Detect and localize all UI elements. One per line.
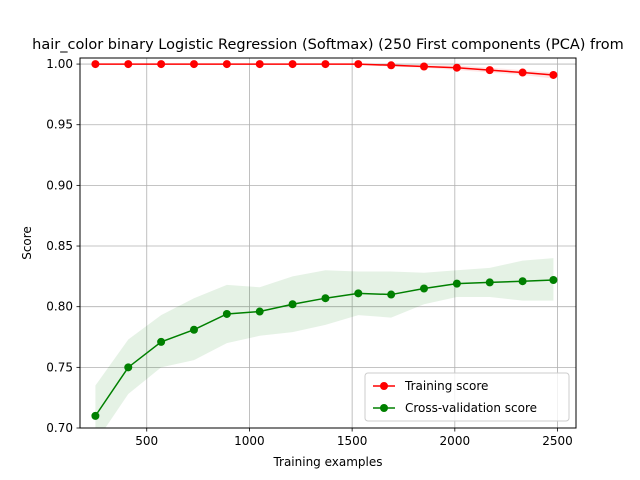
- data-point: [354, 60, 363, 69]
- data-point: [518, 277, 527, 286]
- data-point: [157, 60, 166, 69]
- x-tick-label: 1500: [337, 434, 368, 448]
- data-point: [91, 60, 100, 69]
- legend: Training score Cross-validation score: [364, 372, 570, 422]
- plot-frame: [79, 57, 577, 429]
- y-tick-label: 0.85: [46, 239, 73, 253]
- data-point: [255, 60, 264, 69]
- axis-ticks: 500 1000 1500 2000 2500 0.70 0.75 0.80 0.85 0.90 0…: [46, 57, 573, 448]
- data-point: [288, 300, 297, 309]
- y-tick-label: 0.75: [46, 360, 73, 374]
- data-point: [91, 411, 100, 420]
- data-point: [222, 60, 231, 69]
- data-point: [549, 70, 558, 79]
- data-point: [189, 60, 198, 69]
- data-point: [124, 363, 133, 372]
- legend-marker-1: [380, 404, 388, 412]
- chart-title: hair_color binary Logistic Regression (S…: [32, 37, 624, 53]
- y-tick-label: 0.80: [46, 300, 73, 314]
- data-point: [321, 294, 330, 303]
- data-point: [518, 68, 527, 77]
- data-point: [452, 63, 461, 72]
- x-tick-label: 500: [135, 434, 158, 448]
- data-point: [420, 62, 429, 71]
- data-point: [124, 60, 133, 69]
- legend-box: [364, 372, 570, 422]
- data-point: [321, 60, 330, 69]
- data-point: [387, 290, 396, 299]
- y-tick-label: 0.95: [46, 118, 73, 132]
- data-point: [485, 66, 494, 75]
- data-point: [485, 278, 494, 287]
- series-markers: [91, 60, 558, 420]
- data-point: [157, 337, 166, 346]
- x-tick-label: 2500: [542, 434, 573, 448]
- y-axis-label: Score: [20, 226, 34, 260]
- legend-label-0: Training score: [404, 379, 488, 393]
- series-band-1: [95, 258, 554, 428]
- data-point: [354, 289, 363, 298]
- y-tick-label: 1.00: [46, 57, 73, 71]
- data-point: [222, 309, 231, 318]
- x-axis-label: Training examples: [272, 455, 382, 469]
- data-point: [387, 61, 396, 70]
- y-tick-label: 0.90: [46, 178, 73, 192]
- x-tick-label: 2000: [440, 434, 471, 448]
- data-point: [288, 60, 297, 69]
- legend-label-1: Cross-validation score: [405, 401, 537, 415]
- x-tick-label: 1000: [234, 434, 265, 448]
- data-point: [255, 307, 264, 316]
- data-point: [452, 279, 461, 288]
- data-point: [420, 284, 429, 293]
- data-point: [189, 325, 198, 334]
- data-point: [549, 276, 558, 284]
- legend-marker-0: [380, 382, 388, 390]
- y-tick-label: 0.70: [46, 421, 73, 435]
